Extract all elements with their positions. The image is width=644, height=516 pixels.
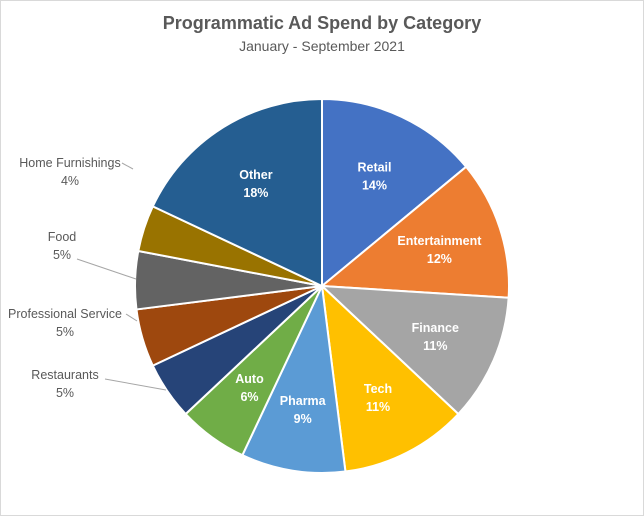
pie-slice-retail — [321, 98, 468, 287]
pie-slice-tech — [321, 285, 460, 473]
pie-slice-pharma — [241, 285, 347, 474]
slice-label-other: Other 18% — [239, 168, 272, 200]
slice-label-entertainment: Entertainment 12% — [397, 234, 482, 266]
chart-title: Programmatic Ad Spend by Category — [162, 13, 482, 33]
slice-label-food: Food 5% — [48, 230, 77, 262]
pie-slice-finance — [321, 285, 510, 416]
leader-line-professional-service — [125, 313, 138, 322]
slice-label-auto: Auto 6% — [235, 372, 264, 404]
pie-slice-entertainment — [321, 165, 510, 299]
chart-subtitle: January - September 2021 — [239, 38, 405, 54]
leader-line-home-furnishings — [121, 162, 134, 170]
slice-label-finance: Finance 11% — [412, 321, 459, 353]
slice-label-restaurants: Restaurants 5% — [31, 368, 98, 400]
slice-label-retail: Retail 14% — [357, 160, 391, 192]
slice-label-tech: Tech 11% — [364, 382, 392, 414]
leader-line-food — [76, 258, 137, 280]
slice-label-professional-service: Professional Service 5% — [8, 307, 122, 339]
leader-line-restaurants — [104, 378, 167, 391]
pie-slice-other — [151, 98, 323, 287]
slice-label-home-furnishings: Home Furnishings 4% — [19, 156, 120, 188]
slice-label-pharma: Pharma 9% — [280, 394, 327, 426]
